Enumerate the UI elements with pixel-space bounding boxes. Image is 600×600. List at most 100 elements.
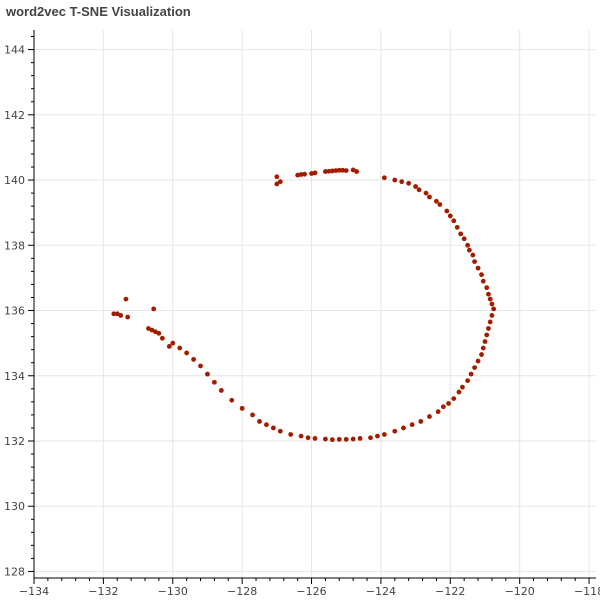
data-point	[466, 247, 472, 253]
data-point	[381, 432, 387, 437]
x-tick-label: −126	[296, 585, 326, 598]
data-point	[475, 265, 481, 271]
chart-title: word2vec T-SNE Visualization	[6, 4, 191, 19]
data-point	[392, 428, 398, 434]
data-point	[423, 190, 429, 196]
data-point	[401, 425, 406, 431]
data-point	[333, 168, 339, 173]
y-tick-label: 128	[4, 565, 25, 578]
data-point	[427, 414, 432, 419]
x-tick-label: −118	[574, 585, 600, 598]
data-point	[239, 405, 245, 411]
data-point	[323, 169, 328, 174]
data-point	[111, 311, 117, 317]
data-point	[326, 168, 332, 174]
data-point	[329, 168, 335, 174]
data-point	[343, 168, 349, 173]
data-point	[123, 296, 129, 302]
y-tick-label: 130	[4, 500, 25, 513]
data-point	[211, 379, 217, 385]
data-point	[487, 319, 493, 325]
y-tick-label: 132	[4, 435, 25, 448]
data-point	[487, 296, 493, 302]
data-point	[336, 167, 342, 173]
data-point	[460, 384, 465, 390]
data-point	[440, 404, 446, 410]
data-point	[298, 433, 304, 439]
data-point	[434, 198, 439, 204]
data-point	[274, 174, 280, 180]
y-tick-label: 144	[4, 44, 25, 57]
data-point	[257, 419, 262, 424]
data-point	[151, 306, 157, 312]
data-point	[277, 179, 283, 185]
data-point	[368, 435, 373, 441]
data-point	[461, 236, 467, 242]
data-point	[184, 350, 190, 356]
data-point	[177, 345, 183, 351]
y-tick-label: 142	[4, 109, 25, 122]
data-point	[198, 363, 203, 369]
data-point	[475, 358, 481, 364]
data-point	[406, 180, 412, 186]
x-tick-label: −120	[505, 585, 535, 598]
x-tick-label: −128	[227, 585, 257, 598]
data-point	[479, 272, 484, 278]
data-point	[468, 371, 474, 377]
data-point	[486, 291, 491, 297]
data-point	[489, 301, 495, 307]
data-point	[218, 388, 224, 393]
data-point	[305, 435, 311, 441]
data-point	[114, 311, 120, 317]
data-point	[350, 436, 356, 442]
data-point	[159, 335, 165, 341]
data-point	[447, 213, 453, 219]
data-point	[465, 242, 471, 248]
data-point	[312, 170, 318, 176]
data-point	[437, 202, 443, 207]
data-point	[329, 437, 335, 443]
data-point	[270, 425, 276, 431]
data-point	[413, 184, 419, 189]
data-point	[375, 433, 380, 439]
data-point	[486, 326, 491, 331]
data-point	[336, 436, 342, 442]
data-point	[302, 171, 307, 177]
data-point	[274, 181, 280, 187]
data-point	[435, 409, 441, 415]
data-point	[399, 179, 405, 185]
data-point	[456, 389, 462, 395]
data-point	[343, 436, 349, 442]
data-point	[229, 397, 235, 403]
data-point	[392, 177, 398, 183]
data-point	[312, 435, 318, 441]
data-point	[458, 231, 464, 237]
data-point	[480, 278, 486, 284]
data-point	[146, 326, 151, 331]
data-point	[491, 306, 497, 312]
data-point	[484, 285, 490, 291]
data-point	[409, 422, 415, 428]
data-point	[489, 313, 495, 318]
data-point	[277, 428, 283, 434]
grid-lines	[33, 30, 596, 578]
data-point	[357, 435, 363, 441]
data-point	[170, 340, 176, 346]
data-point	[427, 194, 432, 200]
data-point	[381, 175, 387, 181]
data-points	[111, 167, 497, 443]
data-point	[323, 436, 328, 442]
data-point	[472, 365, 477, 371]
y-tick-label: 134	[4, 370, 25, 383]
data-point	[166, 344, 172, 349]
data-point	[264, 422, 269, 428]
data-point	[446, 401, 451, 406]
y-tick-label: 138	[4, 239, 25, 252]
data-point	[465, 378, 471, 384]
data-point	[470, 252, 476, 258]
data-point	[482, 339, 488, 344]
data-point	[416, 187, 422, 193]
data-point	[191, 357, 196, 362]
x-tick-label: −132	[88, 585, 118, 598]
